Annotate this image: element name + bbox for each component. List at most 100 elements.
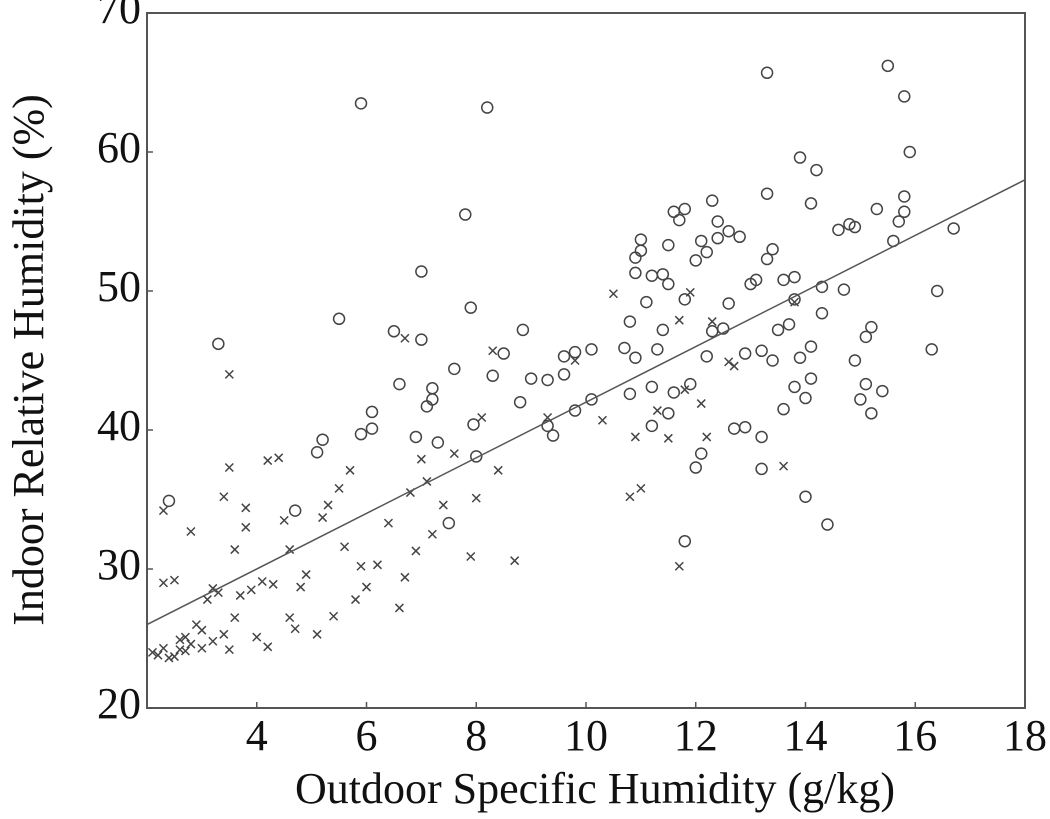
circle-point [673, 213, 686, 227]
circle-point [448, 362, 461, 376]
cross-point [208, 636, 218, 646]
cross-point [318, 513, 328, 523]
circle-point [788, 380, 801, 394]
cross-point [279, 515, 289, 525]
circle-point [332, 312, 346, 326]
circle-point [541, 419, 554, 433]
circle-point [865, 407, 878, 420]
circle-point [354, 97, 368, 110]
cross-point [466, 551, 476, 562]
circle-point [645, 380, 659, 394]
cross-point [197, 625, 207, 635]
circle-point [640, 295, 653, 309]
cross-point [180, 632, 190, 642]
circle-point [804, 340, 818, 353]
circle-point [749, 273, 763, 287]
circle-point [497, 347, 510, 360]
cross-point [158, 506, 168, 516]
circle-point [662, 277, 675, 291]
circle-point [568, 345, 582, 359]
circle-point [623, 315, 637, 328]
circle-point [678, 293, 692, 306]
circle-point [760, 187, 774, 200]
cross-point [224, 645, 234, 655]
cross-point [334, 483, 344, 493]
cross-point [208, 583, 218, 593]
cross-point [285, 613, 295, 623]
cross-point [197, 643, 207, 653]
circle-point [848, 354, 862, 367]
circle-point [727, 422, 741, 435]
cross-point [158, 643, 168, 653]
y-tick-label: 50 [97, 262, 141, 311]
trend-line [146, 179, 1026, 626]
plot-frame [146, 12, 1026, 709]
cross-point [356, 561, 366, 571]
x-tick-label: 12 [674, 711, 718, 760]
circle-point [766, 354, 779, 367]
cross-point [285, 545, 295, 555]
circle-point [431, 436, 445, 449]
cross-point [186, 639, 196, 649]
circle-point [689, 461, 702, 474]
circle-point [667, 386, 681, 399]
cross-point [219, 492, 229, 502]
circle-point [738, 347, 752, 360]
circle-point [799, 490, 812, 503]
circle-point [930, 284, 944, 298]
circle-point [859, 377, 873, 391]
circle-point [821, 518, 834, 531]
circle-point [354, 427, 368, 441]
cross-point [652, 406, 662, 416]
cross-point [180, 646, 190, 656]
circle-point [766, 243, 779, 256]
cross-point [230, 613, 240, 623]
cross-point [570, 355, 580, 366]
circle-point [524, 372, 538, 385]
circle-point [903, 145, 917, 159]
cross-point [663, 433, 673, 443]
cross-point [724, 357, 734, 367]
circle-point [793, 351, 807, 364]
circle-point [585, 343, 598, 356]
cross-point [175, 645, 185, 655]
cross-point [789, 297, 800, 307]
cross-point [340, 542, 350, 552]
circle-point [387, 325, 401, 338]
circle-point [662, 407, 675, 420]
circle-point [694, 234, 708, 248]
cross-point [175, 635, 185, 645]
circle-point [426, 393, 439, 406]
circle-point [925, 343, 938, 356]
circle-point [426, 382, 439, 395]
circle-point [651, 343, 664, 356]
circle-point [689, 254, 702, 267]
circle-point [212, 337, 225, 351]
cross-point [153, 650, 163, 660]
cross-point [674, 561, 684, 571]
cross-point [510, 556, 520, 566]
cross-point [680, 385, 690, 395]
circle-point [810, 163, 823, 177]
circle-point [788, 270, 801, 284]
circle-point [755, 430, 768, 444]
circle-point [662, 238, 675, 252]
circle-point [393, 377, 406, 391]
cross-point [268, 579, 278, 589]
cross-point [164, 653, 174, 663]
y-tick-label: 30 [97, 540, 141, 589]
x-tick-label: 8 [465, 711, 487, 760]
circle-point [716, 322, 730, 335]
circle-point [656, 323, 670, 337]
y-tick-label: 60 [97, 123, 141, 172]
circle-point [738, 420, 752, 434]
circle-point [546, 429, 560, 442]
cross-point [427, 529, 437, 539]
cross-point [158, 578, 168, 588]
circle-point [771, 323, 785, 337]
y-tick-label: 70 [97, 0, 141, 33]
circle-point [629, 351, 642, 364]
circle-point [420, 400, 434, 413]
circle-point [365, 422, 379, 435]
